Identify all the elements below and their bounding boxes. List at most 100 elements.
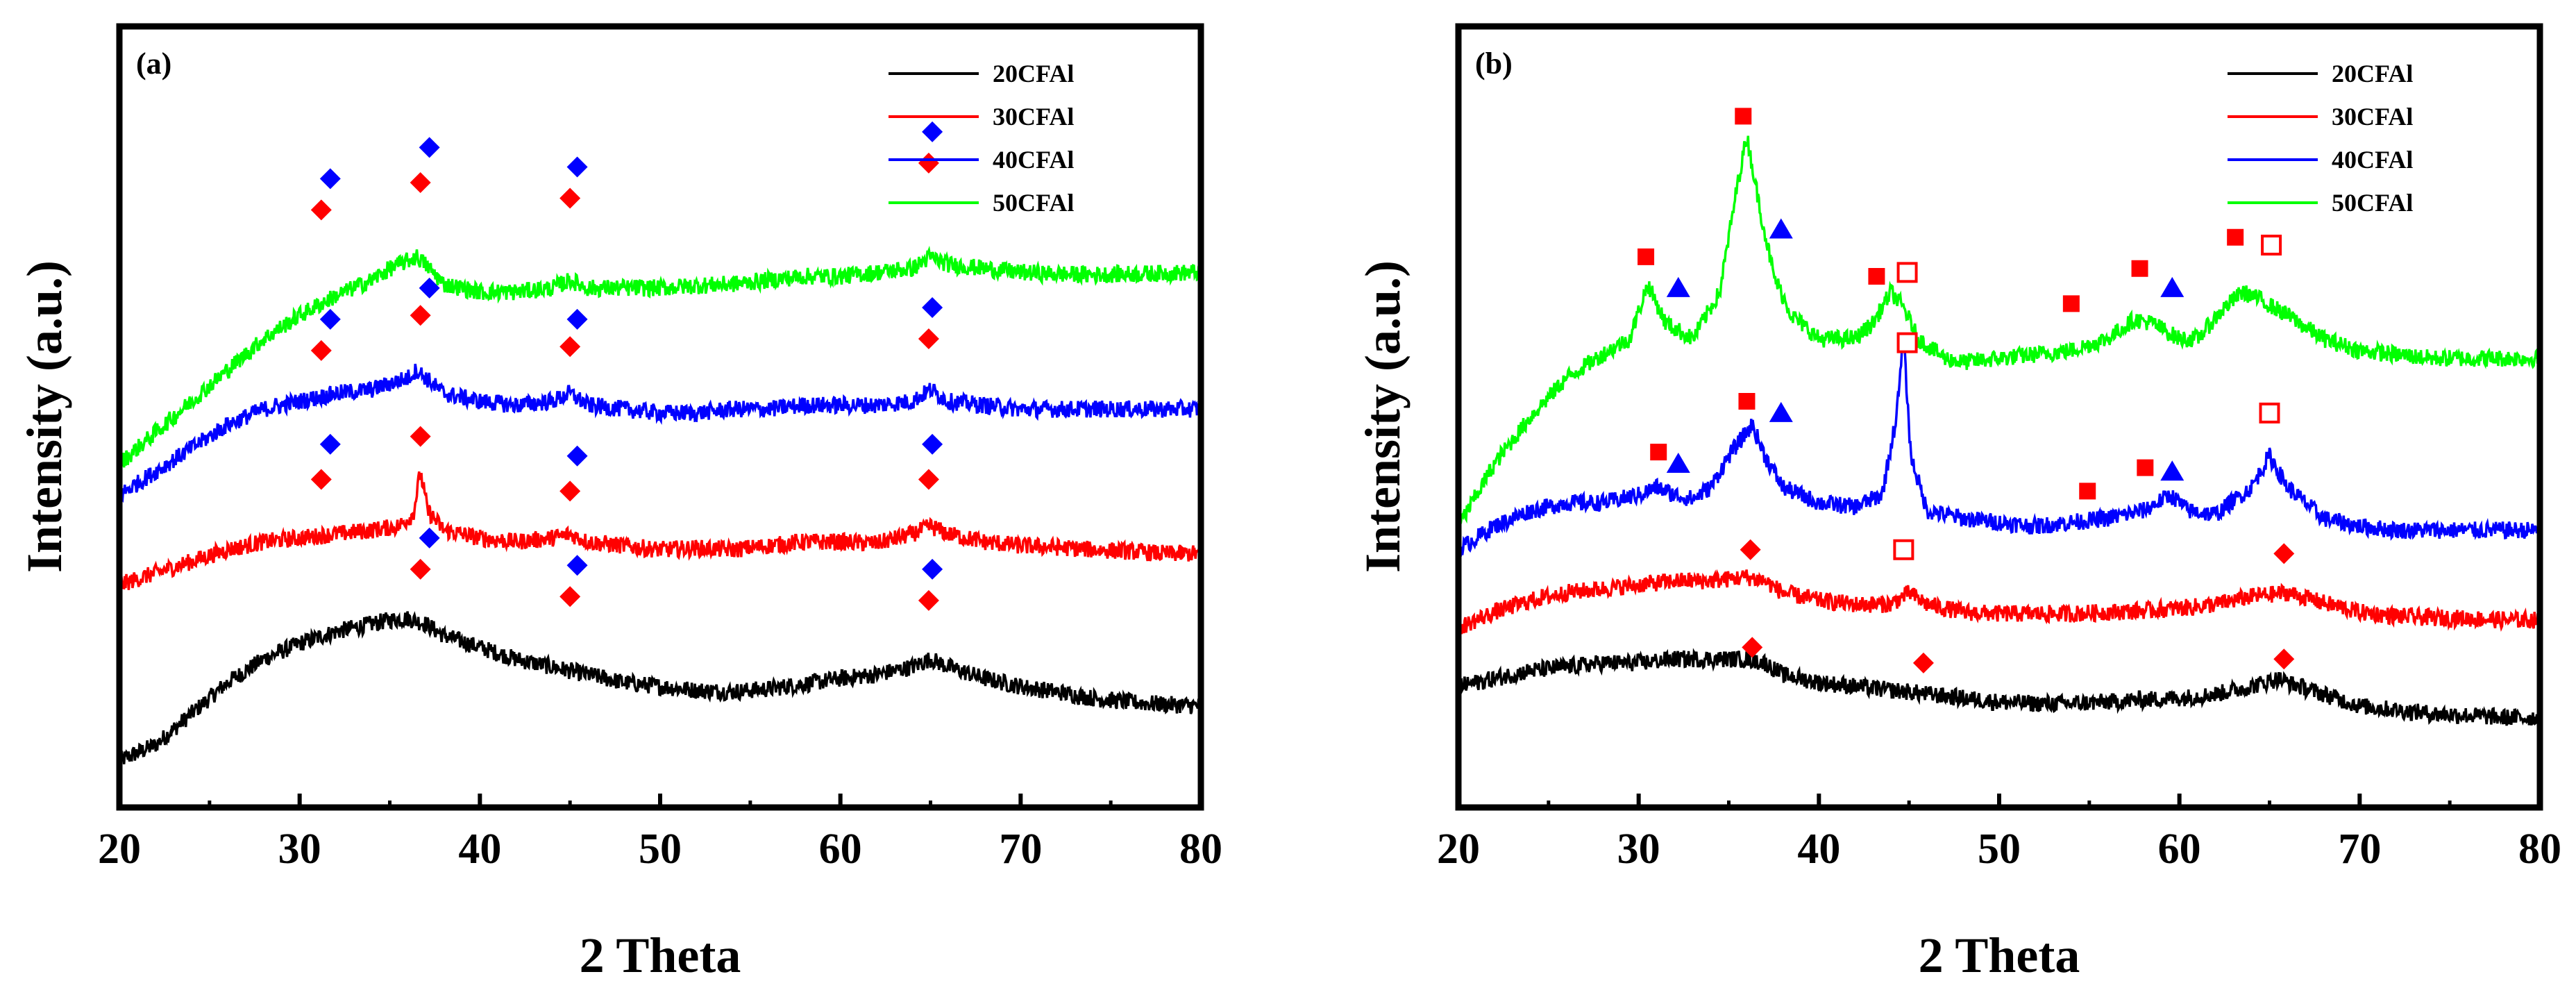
series-line-40CFAl (118, 363, 1202, 503)
panel-b-frame (1455, 23, 2543, 811)
peak-marker-diamond (559, 187, 581, 209)
x-tick-label: 50 (1978, 826, 2021, 873)
legend-label-20CFAl: 20CFAl (2332, 60, 2413, 87)
peak-marker-diamond (410, 305, 431, 326)
panel-b-legend: 20CFAl 30CFAl 40CFAl 50CFAl (2228, 60, 2413, 217)
x-tick-label: 40 (1797, 826, 1840, 873)
x-tick-label: 80 (2518, 826, 2561, 873)
peak-marker-diamond (419, 527, 440, 548)
peak-marker-diamond (918, 328, 939, 349)
panel-b-ticks: 20 30 40 50 60 70 80 (1437, 794, 2561, 873)
peak-marker-diamond (559, 480, 581, 502)
peak-marker-triangle (1769, 401, 1793, 422)
peak-marker-diamond (310, 469, 332, 490)
peak-marker-diamond (1742, 637, 1763, 658)
peak-marker-square (2137, 459, 2154, 476)
peak-marker-diamond (1740, 539, 1761, 560)
peak-marker-diamond (310, 199, 332, 221)
x-tick-label: 40 (458, 826, 501, 873)
peak-marker-square (2079, 483, 2096, 500)
peak-marker-diamond (410, 558, 431, 580)
peak-marker-diamond (559, 586, 581, 608)
panel-a-label: (a) (136, 47, 171, 81)
panel-a-xlabel: 2 Theta (580, 928, 741, 983)
peak-marker-diamond (922, 121, 943, 142)
peak-marker-diamond (918, 589, 939, 611)
legend-label-50CFAl: 50CFAl (993, 189, 1074, 217)
peak-marker-square-open (1893, 539, 1914, 560)
peak-marker-diamond (2273, 543, 2295, 564)
peak-marker-square (1638, 248, 1655, 265)
peak-marker-square (1735, 108, 1752, 125)
peak-marker-square (2131, 260, 2148, 277)
peak-marker-diamond (419, 277, 440, 299)
peak-marker-diamond (918, 152, 939, 174)
legend-label-40CFAl: 40CFAl (993, 146, 1074, 174)
panel-b-plot-area (1457, 108, 2541, 726)
peak-marker-diamond (2273, 648, 2295, 670)
peak-marker-triangle (1666, 276, 1690, 297)
peak-marker-diamond (566, 445, 588, 467)
peak-marker-square-open (1896, 262, 1918, 283)
series-line-30CFAl (1457, 569, 2541, 635)
peak-marker-diamond (410, 426, 431, 447)
peak-marker-diamond (922, 297, 943, 318)
x-tick-label: 50 (639, 826, 682, 873)
peak-marker-square (1650, 444, 1667, 461)
x-tick-label: 20 (1437, 826, 1480, 873)
peak-marker-diamond (922, 558, 943, 580)
panel-b: (b) Intensity (a.u.) 2 Theta 20 30 40 50 60 7… (1355, 23, 2561, 983)
peak-marker-diamond (566, 555, 588, 576)
legend-label-30CFAl: 30CFAl (2332, 103, 2413, 131)
peak-marker-square (2062, 295, 2080, 312)
peak-marker-diamond (559, 336, 581, 358)
peak-marker-diamond (922, 433, 943, 455)
peak-marker-diamond (566, 308, 588, 330)
peak-marker-square-open (2259, 402, 2280, 424)
peak-marker-square (1868, 268, 1885, 285)
peak-marker-diamond (566, 156, 588, 178)
series-line-50CFAl (1457, 135, 2541, 530)
x-tick-label: 70 (2338, 826, 2381, 873)
panel-b-ylabel: Intensity (a.u.) (1355, 260, 1411, 573)
series-line-40CFAl (1457, 344, 2541, 557)
panel-a-plot-area (118, 121, 1202, 764)
legend-label-30CFAl: 30CFAl (993, 103, 1074, 131)
peak-marker-diamond (410, 172, 431, 193)
peak-marker-square (2227, 228, 2244, 246)
peak-marker-triangle (1666, 453, 1690, 473)
series-line-20CFAl (1457, 647, 2541, 726)
peak-marker-triangle (2160, 276, 2184, 297)
peak-marker-square-open (1896, 332, 1918, 353)
panel-b-label: (b) (1475, 47, 1513, 81)
x-tick-label: 70 (999, 826, 1042, 873)
panel-b-xlabel: 2 Theta (1919, 928, 2080, 983)
peak-marker-diamond (319, 168, 341, 190)
panel-a-ticks: 20 30 40 50 60 70 80 (98, 794, 1222, 873)
x-tick-label: 60 (2158, 826, 2201, 873)
series-line-20CFAl (118, 611, 1202, 764)
peak-marker-triangle (1769, 218, 1793, 239)
legend-label-20CFAl: 20CFAl (993, 60, 1074, 87)
peak-marker-square-open (2261, 235, 2282, 255)
x-tick-label: 30 (278, 826, 321, 873)
x-tick-label: 20 (98, 826, 141, 873)
x-tick-label: 60 (819, 826, 862, 873)
panel-a-legend: 20CFAl 30CFAl 40CFAl 50CFAl (889, 60, 1074, 217)
peak-marker-diamond (419, 137, 440, 158)
peak-marker-diamond (918, 469, 939, 490)
peak-marker-diamond (310, 340, 332, 361)
peak-marker-square (1738, 393, 1756, 410)
series-line-50CFAl (118, 245, 1202, 471)
panel-a: (a) Intensity (a.u.) 2 Theta 20 30 40 50 60 7… (17, 23, 1222, 983)
legend-label-40CFAl: 40CFAl (2332, 146, 2413, 174)
peak-marker-diamond (319, 433, 341, 455)
x-tick-label: 80 (1179, 826, 1222, 873)
x-tick-label: 30 (1617, 826, 1660, 873)
series-line-30CFAl (118, 471, 1202, 590)
legend-label-50CFAl: 50CFAl (2332, 189, 2413, 217)
peak-marker-triangle (2160, 460, 2184, 481)
panel-a-ylabel: Intensity (a.u.) (17, 260, 72, 573)
peak-marker-diamond (319, 308, 341, 330)
